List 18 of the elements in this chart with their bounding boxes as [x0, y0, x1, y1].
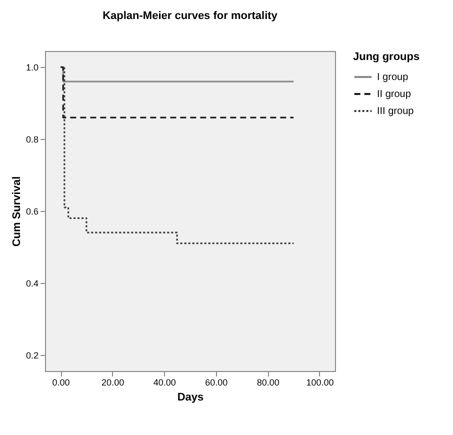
legend-title: Jung groups: [353, 51, 420, 63]
legend-label: II group: [377, 89, 412, 100]
y-tick-label: 1.0: [26, 62, 38, 73]
y-tick-label: 0.8: [26, 134, 38, 145]
x-tick-label: 40.00: [153, 378, 176, 388]
legend-label: I group: [377, 72, 409, 83]
x-tick-label: 80.00: [256, 378, 280, 388]
x-tick-label: 20.00: [102, 378, 124, 388]
chart-title: Kaplan-Meier curves for mortality: [102, 10, 278, 22]
x-axis-title: Days: [177, 392, 204, 404]
y-tick-label: 0.4: [26, 278, 38, 288]
legend-label: III group: [377, 106, 414, 117]
x-tick-label: 100.00: [306, 378, 334, 388]
y-axis-title: Cum Survival: [10, 176, 23, 247]
x-tick-label: 60.00: [205, 378, 228, 388]
y-tick-label: 0.6: [26, 206, 38, 216]
y-tick-label: 0.2: [26, 350, 38, 360]
x-tick-label: 0.00: [52, 378, 70, 388]
